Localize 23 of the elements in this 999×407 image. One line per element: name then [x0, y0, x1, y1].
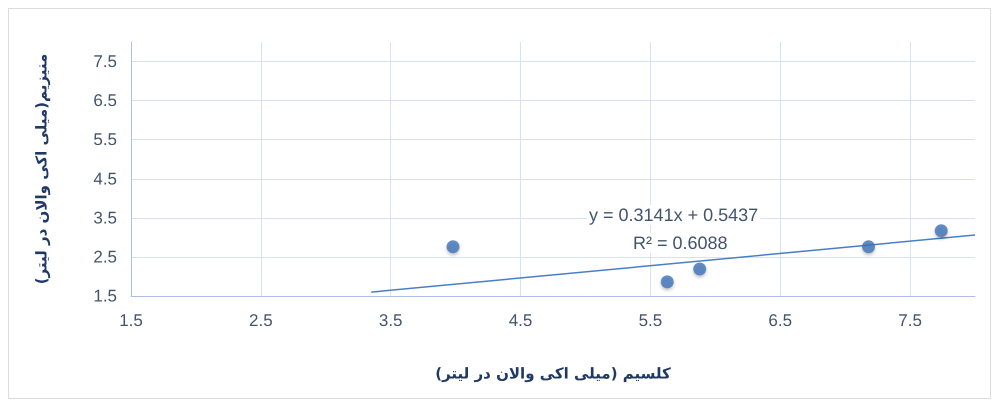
- point: [934, 224, 948, 238]
- point: [862, 240, 876, 254]
- y-tick-label: 2.5: [93, 247, 117, 266]
- x-tick-label: 5.5: [638, 311, 662, 330]
- point: [446, 240, 460, 254]
- point: [660, 275, 674, 288]
- x-axis-title: کلسیم (میلی اکی والان در لیتر): [435, 364, 672, 382]
- y-tick-label: 6.5: [93, 91, 117, 110]
- annotation: R² = 0.6088: [633, 233, 728, 253]
- y-tick-label: 3.5: [93, 208, 117, 228]
- x-tick-label: 2.5: [249, 311, 273, 330]
- y-tick-label: 7.5: [93, 52, 117, 72]
- x-tick-label: 7.5: [898, 311, 922, 330]
- x-tick-label: 6.5: [768, 311, 792, 330]
- y-tick-label: 5.5: [93, 130, 117, 150]
- x-tick-label: 4.5: [508, 311, 532, 330]
- x-tick-label: 1.5: [119, 311, 143, 330]
- point: [693, 262, 706, 276]
- x-tick-label: 3.5: [378, 311, 403, 330]
- y-axis-title: منیزیم(میلی اکی والان در لیتر): [32, 54, 50, 284]
- annotation: y = 0.3141x + 0.5437: [589, 205, 758, 225]
- y-tick-label: 4.5: [93, 169, 117, 188]
- y-tick-label: 1.5: [93, 286, 117, 306]
